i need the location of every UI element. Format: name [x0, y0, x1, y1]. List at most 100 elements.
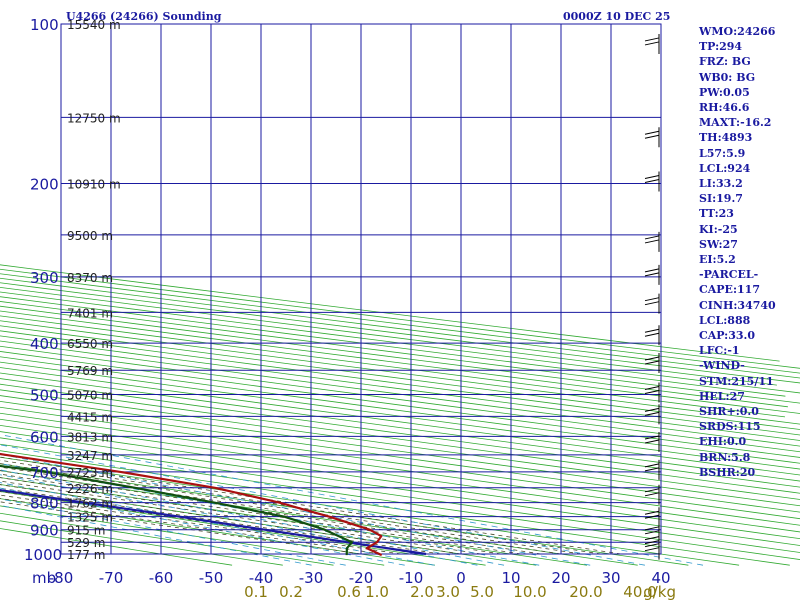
stat-line: SHR+:0.0 — [699, 405, 759, 419]
temperature-tick-label: -80 — [49, 569, 74, 587]
stat-line: MAXT:-16.2 — [699, 116, 772, 130]
wind-barb-flag — [644, 37, 660, 42]
height-label: 5070 m — [67, 388, 113, 402]
dry-adiabat-line — [0, 431, 800, 546]
wind-barb — [644, 404, 660, 425]
mixing-ratio-line — [0, 434, 704, 566]
wind-barb-flag — [644, 488, 660, 493]
dry-adiabat-line — [0, 340, 800, 447]
temperature-tick-label: -40 — [249, 569, 274, 587]
wind-barb — [644, 459, 660, 480]
wind-barb — [644, 293, 660, 314]
moist-adiabat-line — [0, 473, 522, 555]
wind-barb — [644, 127, 660, 148]
wind-barb-flag — [644, 179, 660, 184]
stat-line: SW:27 — [699, 237, 738, 251]
pressure-tick-label: 1000 — [24, 546, 62, 564]
dry-adiabat-line — [0, 335, 800, 441]
wind-barb-flag — [644, 530, 660, 535]
dry-adiabat-line — [0, 443, 800, 560]
dry-adiabat-line — [0, 372, 800, 482]
wind-barb-flag — [644, 332, 660, 337]
time-label: 0000Z 10 DEC 25 — [563, 10, 670, 23]
dry-adiabat-line — [0, 400, 800, 513]
dry-adiabat-line — [0, 282, 800, 384]
stat-line: -PARCEL- — [699, 268, 759, 282]
stat-line: FRZ: BG — [699, 55, 751, 69]
stat-line: LI:33.2 — [699, 177, 743, 191]
wind-barb-flag — [644, 526, 660, 531]
wind-barb — [644, 264, 660, 285]
stat-line: TT:23 — [699, 207, 734, 221]
mixing-ratio-label: 20.0 — [569, 583, 602, 600]
mixing-ratio-line — [0, 487, 405, 566]
dry-adiabat-line — [0, 512, 334, 566]
mixing-ratio-label: 5.0 — [470, 583, 494, 600]
wind-barb — [644, 231, 660, 252]
pressure-tick-label: 500 — [30, 386, 59, 404]
dry-adiabat-line — [0, 378, 800, 488]
height-label: 2226 m — [67, 482, 113, 496]
dry-adiabat-line — [0, 351, 800, 458]
stat-line: EI:5.2 — [699, 253, 736, 267]
dry-adiabat-line — [0, 528, 233, 566]
wind-barb-flag — [644, 510, 660, 515]
height-label: 10910 m — [67, 178, 121, 192]
chart-title: U4266 (24266) Sounding — [66, 10, 222, 23]
stat-line: WMO:24266 — [699, 25, 776, 38]
plot-frame — [60, 23, 662, 555]
mixing-ratio-label: 0.1 — [244, 583, 268, 600]
wind-barb-flag — [644, 463, 660, 468]
temperature-tick-label: -70 — [99, 569, 124, 587]
x-axis-label: mb — [32, 569, 56, 587]
mixing-ratio-label: 40.0 — [623, 583, 656, 600]
wind-barb-flag — [644, 356, 660, 361]
pressure-tick-label: 200 — [30, 176, 59, 194]
dry-adiabat-line — [0, 356, 800, 464]
dry-adiabat-line — [0, 412, 800, 526]
dry-adiabat-line — [0, 520, 283, 566]
temperature-tick-label: -10 — [399, 569, 424, 587]
mixing-ratio-label: 3.0 — [436, 583, 460, 600]
temperature-tick-label: 20 — [551, 569, 570, 587]
temperature-tick-label: -60 — [149, 569, 174, 587]
wind-barb — [644, 484, 660, 505]
wind-barb-flag — [644, 536, 660, 541]
wind-barb-flag — [644, 389, 660, 394]
stat-line: BRN:5.8 — [699, 450, 751, 464]
dry-adiabat-line — [0, 383, 800, 494]
mixing-ratio-line — [0, 498, 346, 566]
height-label: 915 m — [67, 524, 105, 538]
wind-barb-flag — [644, 301, 660, 306]
wind-barb-flag — [644, 272, 660, 277]
temperature-tick-label: 10 — [501, 569, 520, 587]
moist-adiabat-line — [0, 459, 602, 555]
wind-barb-flag — [644, 411, 660, 416]
mixing-ratio-line — [0, 482, 435, 566]
dry-adiabats — [0, 264, 800, 566]
dry-adiabat-line — [0, 450, 790, 566]
mixing-ratio-label: 0.2 — [279, 583, 303, 600]
stat-line: PW:0.05 — [699, 85, 750, 99]
dry-adiabat-line — [0, 291, 800, 394]
height-label: 7401 m — [67, 306, 113, 320]
moist-adiabat-line — [0, 470, 542, 555]
pressure-tick-label: 600 — [30, 428, 59, 446]
wind-barb — [644, 353, 660, 374]
wind-barb — [644, 431, 660, 452]
stat-line: SRDS:115 — [699, 420, 761, 434]
height-label: 8370 m — [67, 271, 113, 285]
dry-adiabat-line — [0, 301, 800, 404]
dry-adiabat-line — [0, 277, 800, 379]
stat-line: HEL:27 — [699, 389, 745, 403]
moist-adiabat-line — [0, 463, 582, 555]
height-label: 529 m — [67, 536, 105, 550]
wind-barb-flag — [644, 360, 660, 365]
mixing-ratio-line — [0, 444, 645, 566]
stat-line: CAP:33.0 — [699, 329, 756, 343]
isobar-isotherm-grid — [60, 23, 662, 555]
dry-adiabat-line — [0, 418, 800, 533]
wind-barbs — [644, 33, 660, 560]
parcel-path — [0, 488, 427, 556]
